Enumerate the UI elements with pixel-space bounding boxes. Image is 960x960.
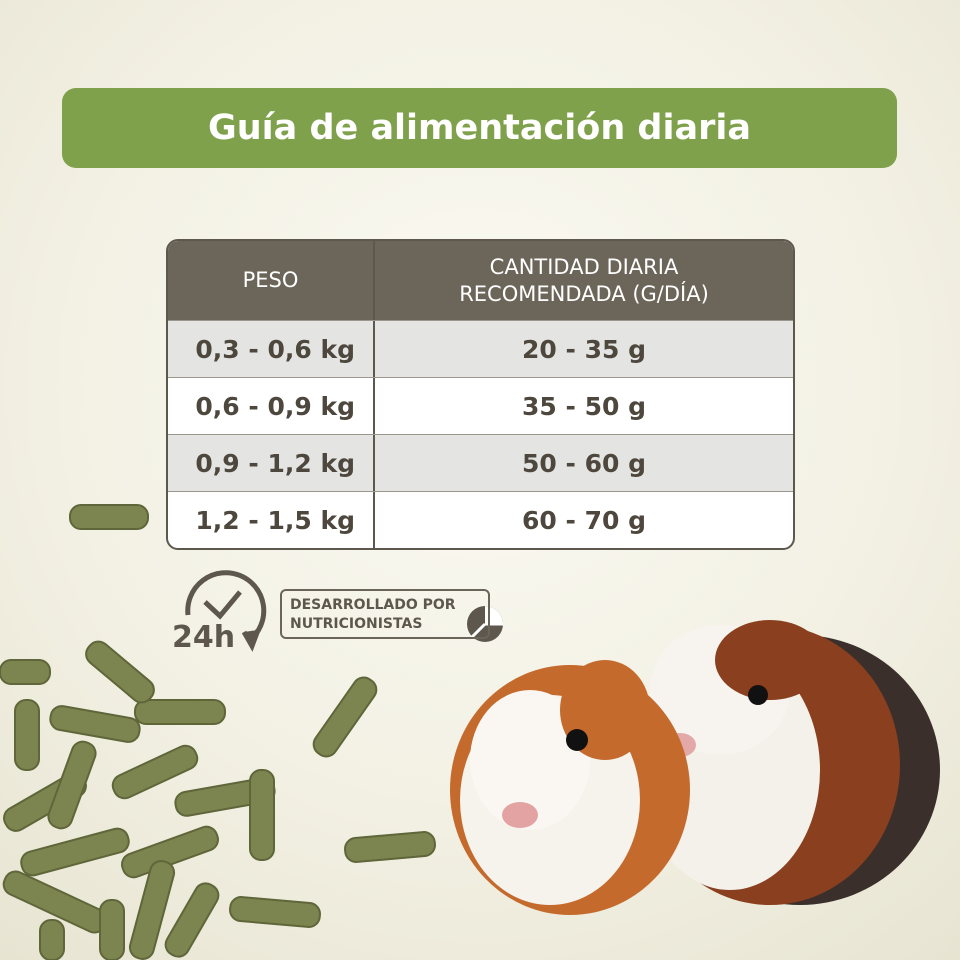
pellets [0,504,436,960]
header-text: RECOMENDADA (G/DÍA) [459,281,709,306]
table-row: 0,3 - 0,6 kg 20 - 35 g [168,320,793,377]
header-text: CANTIDAD DIARIA [489,254,679,279]
table-cell: 0,6 - 0,9 kg [168,378,375,434]
icon-label: 24h [172,620,236,655]
header-text: PESO [242,268,299,292]
table-cell: 60 - 70 g [522,505,646,535]
table-body: 0,3 - 0,6 kg 20 - 35 g 0,6 - 0,9 kg 35 - 50… [168,320,793,548]
table-cell: 0,3 - 0,6 kg [168,321,375,377]
title: Guía de alimentación diaria [208,108,751,148]
table-row: 0,6 - 0,9 kg 35 - 50 g [168,377,793,434]
table-cell: 50 - 60 g [522,448,646,478]
badge-text: DESARROLLADO POR [290,597,456,613]
header-cell: CANTIDAD DIARIA RECOMENDADA (G/DÍA) [375,241,793,320]
feeding-table: PESO CANTIDAD DIARIA RECOMENDADA (G/DÍA) … [166,239,795,550]
badge: DESARROLLADO POR NUTRICIONISTAS [280,589,490,639]
title-banner: Guía de alimentación diaria [62,88,897,168]
table-cell: 20 - 35 g [522,334,646,364]
table-cell: 1,2 - 1,5 kg [168,492,375,548]
table-row: 0,9 - 1,2 kg 50 - 60 g [168,434,793,491]
table-cell: 35 - 50 g [522,391,646,421]
header-cell: PESO [168,241,375,320]
badge-text: NUTRICIONISTAS [290,616,423,632]
table-cell: 0,9 - 1,2 kg [168,435,375,491]
clock-icon [185,570,267,652]
guinea-pigs [450,620,940,915]
table-row: 1,2 - 1,5 kg 60 - 70 g [168,491,793,548]
table-header: PESO CANTIDAD DIARIA RECOMENDADA (G/DÍA) [168,241,793,320]
